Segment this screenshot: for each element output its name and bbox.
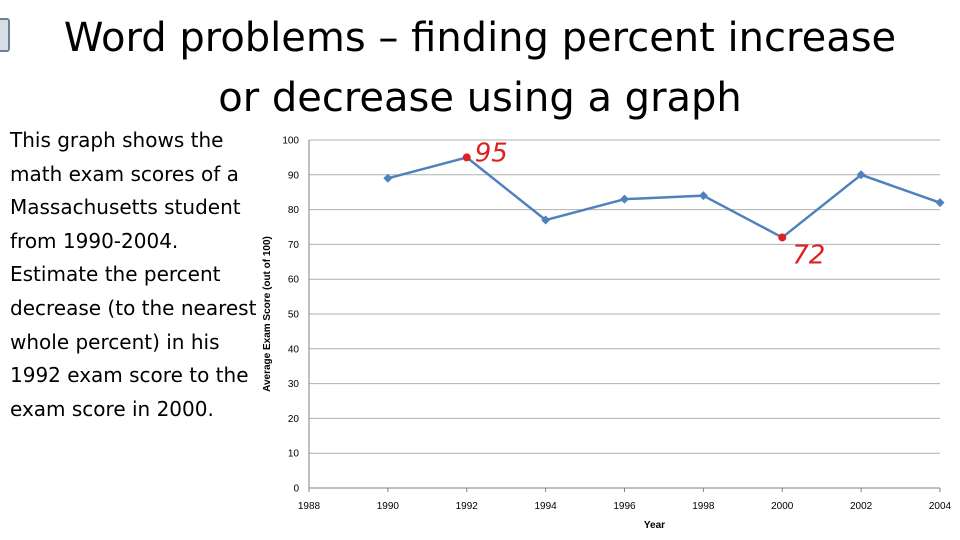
data-point [383,173,393,183]
x-axis-label: Year [644,520,665,531]
annotation-label: 72 [792,240,825,270]
x-tick-label: 2002 [850,501,873,512]
data-point [541,215,551,225]
y-tick-label: 10 [288,449,300,460]
y-tick-label: 60 [288,275,300,286]
y-tick-labels: 0 10 20 30 40 50 60 70 80 90 100 [282,136,299,495]
data-point [778,233,787,242]
x-tick-labels: 1988 1990 1992 1994 1996 1998 2000 2002 2004 [298,501,952,512]
x-tick-label: 1998 [692,501,715,512]
y-tick-label: 30 [288,379,300,390]
data-point [856,170,866,180]
x-tick-label: 2000 [771,501,794,512]
x-tick-label: 1994 [535,501,558,512]
data-point [935,198,945,208]
x-tick-label: 1992 [456,501,479,512]
slide-corner-mark [0,18,10,52]
y-tick-label: 20 [288,414,300,425]
gridlines [308,139,941,492]
x-tick-label: 1996 [613,501,636,512]
annotations: 95 72 [475,138,826,270]
y-tick-label: 80 [288,205,300,216]
problem-text: This graph shows the math exam scores of… [10,128,257,421]
y-tick-label: 90 [288,170,300,181]
series-group [383,153,945,242]
x-tick-label: 1990 [377,501,400,512]
y-axis-label: Average Exam Score (out of 100) [262,236,273,392]
x-tick-label: 1988 [298,501,321,512]
y-tick-label: 0 [293,484,299,495]
y-tick-label: 40 [288,344,300,355]
series-line [387,156,941,239]
data-point [698,191,708,201]
slide-title: Word problems – finding percent increase… [0,8,960,128]
title-line-1: Word problems – finding percent increase [63,15,897,61]
y-tick-label: 100 [282,136,299,147]
data-point [620,194,629,204]
annotation-label: 95 [475,138,508,168]
y-tick-label: 70 [288,240,300,251]
title-line-2: or decrease using a graph [218,75,742,121]
x-tick-label: 2004 [929,501,952,512]
y-tick-label: 50 [288,310,300,321]
data-point [462,153,471,162]
